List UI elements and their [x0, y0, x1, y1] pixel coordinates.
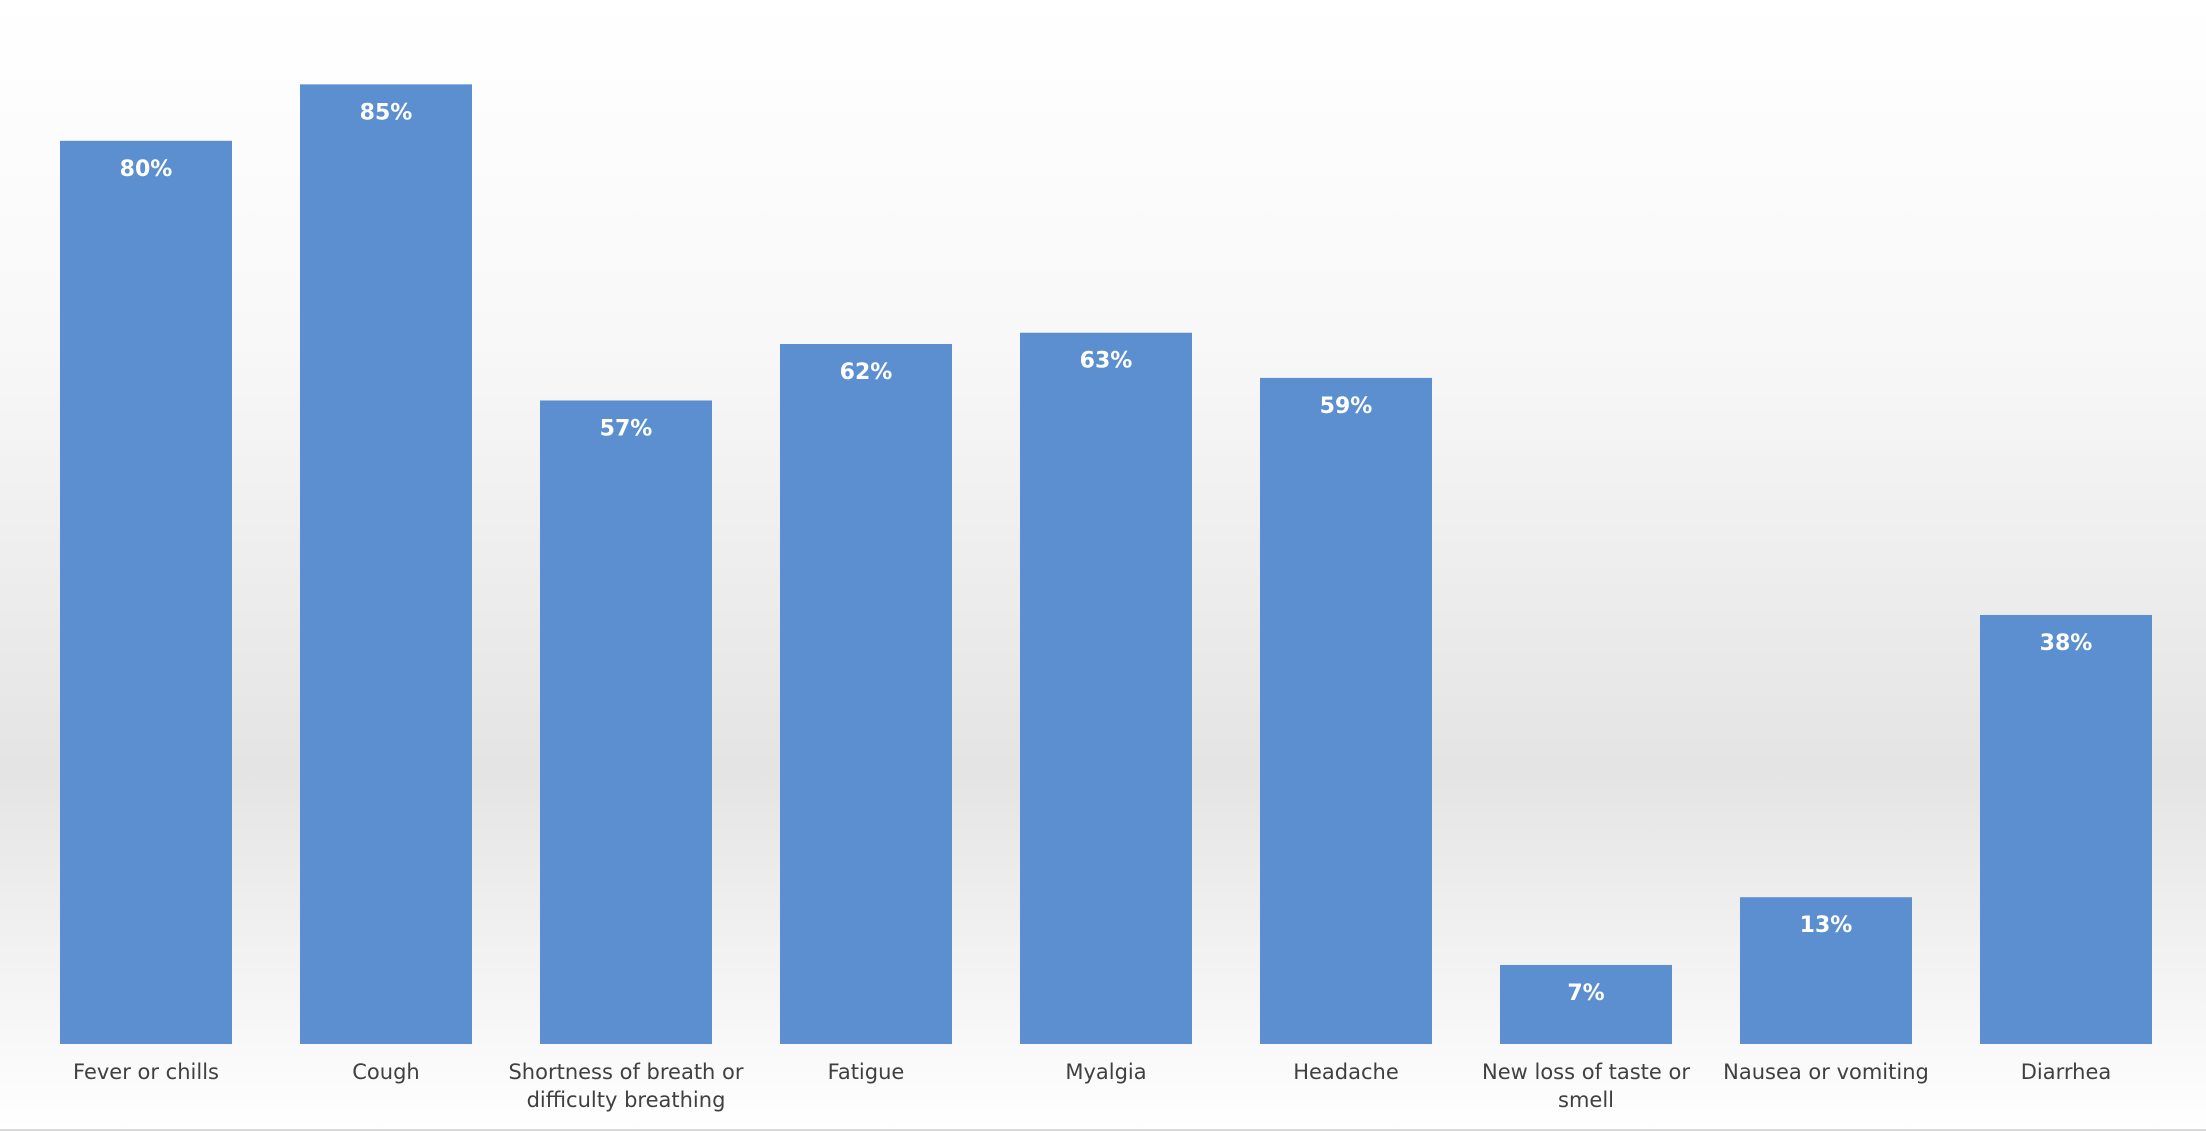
x-tick-label: Fever or chills: [73, 1060, 219, 1084]
data-label: 85%: [360, 100, 413, 125]
bar: [1740, 897, 1912, 1044]
bar: [60, 140, 232, 1045]
bar: [300, 84, 472, 1045]
bar: [780, 344, 952, 1044]
data-label: 57%: [600, 416, 653, 441]
data-label: 7%: [1567, 981, 1604, 1006]
bottom-border: [0, 1129, 2206, 1131]
data-label: 59%: [1320, 394, 1373, 419]
bar: [1980, 614, 2152, 1044]
x-tick-label: Cough: [352, 1060, 420, 1084]
x-tick-label: Headache: [1293, 1060, 1399, 1084]
data-label: 80%: [120, 157, 173, 182]
bar: [1500, 964, 1672, 1044]
data-label: 62%: [840, 360, 893, 385]
data-label: 38%: [2040, 631, 2093, 656]
x-tick-label: Fatigue: [827, 1060, 905, 1084]
x-tick-label: Diarrhea: [2020, 1060, 2112, 1084]
bar: [1020, 332, 1192, 1045]
bar: [1260, 377, 1432, 1044]
x-tick-label: Myalgia: [1065, 1060, 1147, 1084]
x-tick-label: Shortness of breath or difficulty breath…: [508, 1060, 744, 1112]
x-tick-label: New loss of taste or smell: [1482, 1060, 1690, 1112]
x-tick-label: Nausea or vomiting: [1723, 1060, 1929, 1084]
data-label: 63%: [1080, 349, 1133, 374]
bar: [540, 400, 712, 1045]
data-label: 13%: [1800, 913, 1853, 938]
